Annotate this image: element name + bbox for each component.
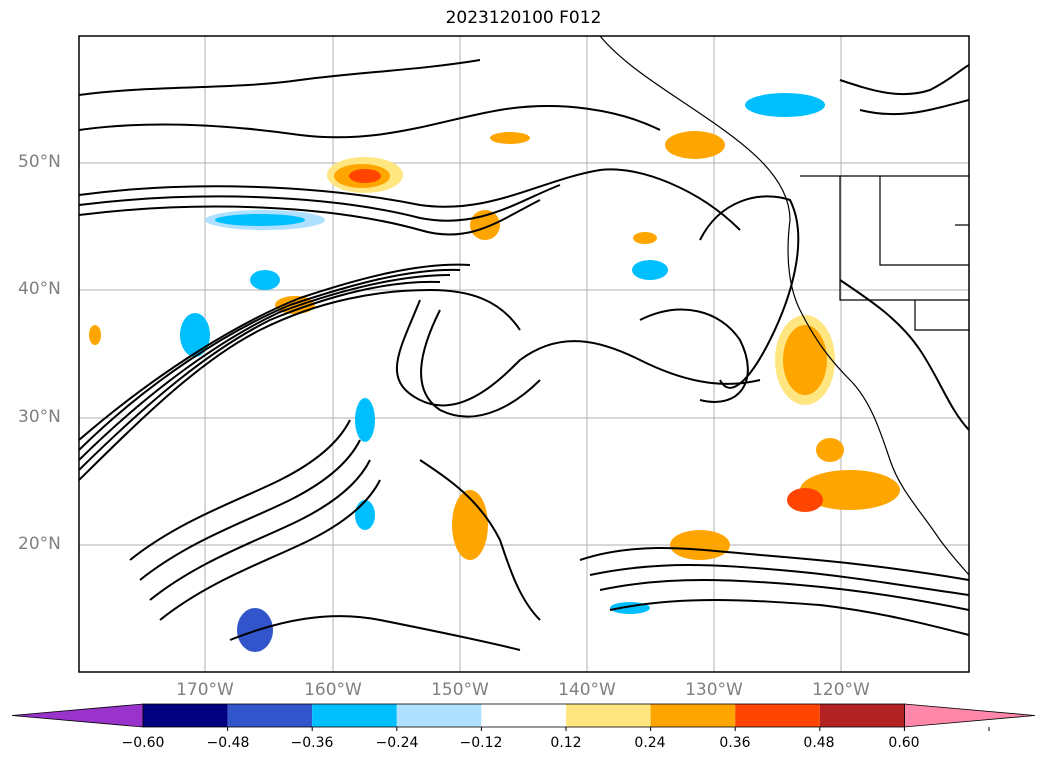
lat-label: 20°N xyxy=(18,534,61,554)
colorbar-tick-label: −0.48 xyxy=(206,735,250,751)
map-title: 2023120100 F012 xyxy=(445,8,602,28)
plot-frame xyxy=(78,35,970,673)
colorbar-segment xyxy=(566,704,651,727)
coastline xyxy=(599,36,969,576)
colorbar-tick-label: 0.60 xyxy=(888,735,920,751)
lon-label: 140°W xyxy=(558,680,616,700)
colorbar xyxy=(11,703,1036,731)
lon-label: 170°W xyxy=(176,680,234,700)
colorbar-tick-label: −0.36 xyxy=(290,735,334,751)
colorbar-segment xyxy=(227,704,313,727)
colorbar-extend-high xyxy=(904,703,1036,728)
colorbar-segment xyxy=(481,704,566,727)
colorbar-tick-label: 0.36 xyxy=(719,735,751,751)
colorbar-tick-label: −0.12 xyxy=(459,735,503,751)
colorbar-tick-label: 0.12 xyxy=(550,735,582,751)
colorbar-segment xyxy=(650,704,736,727)
lon-label: 130°W xyxy=(685,680,743,700)
colorbar-segment xyxy=(819,704,905,727)
contour-lines xyxy=(79,59,969,651)
colorbar-segment xyxy=(312,704,397,727)
colorbar-tick-label: 0.48 xyxy=(803,735,835,751)
lat-label: 30°N xyxy=(18,407,61,427)
colorbar-segment xyxy=(735,704,820,727)
colorbar-extend-low xyxy=(11,703,144,728)
lon-label: 160°W xyxy=(304,680,362,700)
colorbar-tick-label: −0.60 xyxy=(121,735,165,751)
lon-label: 150°W xyxy=(431,680,489,700)
lat-label: 50°N xyxy=(18,152,61,172)
lon-label: 120°W xyxy=(812,680,870,700)
colorbar-tick-label: −0.24 xyxy=(375,735,419,751)
colorbar-border xyxy=(142,703,905,728)
colorbar-segment xyxy=(396,704,482,727)
colorbar-segment xyxy=(143,704,228,727)
colorbar-tick-label: 0.24 xyxy=(634,735,666,751)
lat-label: 40°N xyxy=(18,279,61,299)
